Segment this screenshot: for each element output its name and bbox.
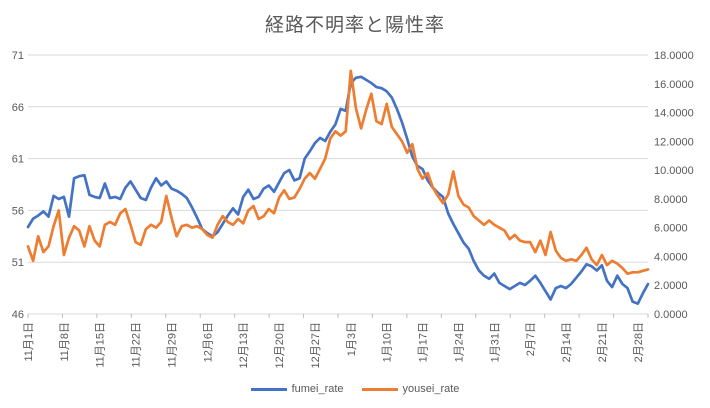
x-axis-tick-label: 11月22日 (131, 322, 143, 368)
legend-item-fumei_rate: fumei_rate (250, 383, 344, 395)
right-axis-tick-label: 16.0000 (654, 79, 694, 91)
yousei-rate-line (26, 69, 650, 276)
x-axis-tick-label: 2月21日 (597, 322, 609, 362)
x-axis-tick-label: 1月17日 (418, 322, 430, 362)
x-axis-tick-label: 1月3日 (346, 322, 358, 356)
right-axis-tick-label: 2.0000 (654, 280, 688, 292)
x-axis-tick-label: 1月24日 (453, 322, 465, 362)
x-axis-tick-label: 12月6日 (202, 322, 214, 362)
right-axis-tick-label: 18.0000 (654, 50, 694, 62)
right-axis-tick-label: 6.0000 (654, 223, 688, 235)
left-axis-tick-label: 61 (12, 154, 24, 166)
left-axis-tick-label: 51 (12, 257, 24, 269)
left-axis-tick-label: 66 (12, 102, 24, 114)
x-axis-tick-label: 11月15日 (95, 322, 107, 368)
x-axis-tick-label: 1月10日 (382, 322, 394, 362)
legend-label: fumei_rate (291, 383, 344, 395)
x-axis-tick-label: 1月31日 (489, 322, 501, 362)
right-axis-tick-label: 0.0000 (654, 309, 688, 321)
x-axis-tick-label: 2月28日 (633, 322, 645, 362)
legend-swatch-fumei_rate (250, 387, 287, 391)
right-axis-tick-label: 8.0000 (654, 194, 688, 206)
x-axis-tick-label: 12月27日 (310, 322, 322, 368)
legend-swatch-yousei_rate (361, 387, 398, 391)
left-axis-tick-label: 71 (12, 50, 24, 62)
x-axis-tick-label: 2月7日 (525, 322, 537, 356)
x-axis-tick-label: 11月29日 (166, 322, 178, 368)
right-axis-tick-label: 4.0000 (654, 251, 688, 263)
legend-label: yousei_rate (402, 383, 460, 395)
left-axis-tick-label: 46 (12, 309, 24, 321)
x-axis-tick-label: 12月20日 (274, 322, 286, 368)
left-axis-tick-label: 56 (12, 205, 24, 217)
x-axis-tick-label: 11月8日 (59, 322, 71, 362)
chart-title: 経路不明率と陽性率 (264, 15, 445, 36)
fumei-rate-line (26, 75, 650, 305)
legend-item-yousei_rate: yousei_rate (361, 383, 460, 395)
right-axis-tick-label: 12.0000 (654, 136, 694, 148)
right-axis-tick-label: 10.0000 (654, 165, 694, 177)
right-axis-tick-label: 14.0000 (654, 108, 694, 120)
x-axis-tick-label: 12月13日 (238, 322, 250, 368)
x-axis-tick-label: 2月14日 (561, 322, 573, 362)
chart-legend: fumei_rate yousei_rate (0, 383, 710, 395)
x-axis-tick-label: 11月1日 (23, 322, 35, 362)
